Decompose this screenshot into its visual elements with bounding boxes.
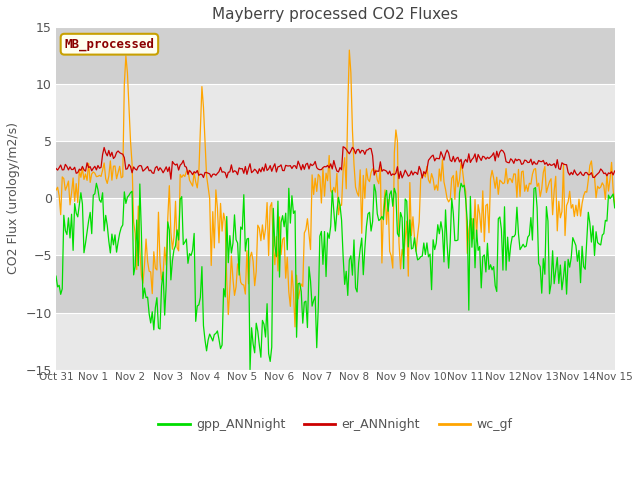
Title: Mayberry processed CO2 Fluxes: Mayberry processed CO2 Fluxes bbox=[212, 7, 458, 22]
Legend: gpp_ANNnight, er_ANNnight, wc_gf: gpp_ANNnight, er_ANNnight, wc_gf bbox=[154, 413, 517, 436]
Y-axis label: CO2 Flux (urology/m2/s): CO2 Flux (urology/m2/s) bbox=[7, 122, 20, 275]
Bar bbox=[56, 27, 614, 84]
Bar bbox=[56, 142, 614, 198]
Bar bbox=[56, 312, 614, 370]
Bar bbox=[56, 84, 614, 142]
Bar bbox=[56, 255, 614, 312]
Bar bbox=[56, 198, 614, 255]
Text: MB_processed: MB_processed bbox=[65, 37, 154, 51]
